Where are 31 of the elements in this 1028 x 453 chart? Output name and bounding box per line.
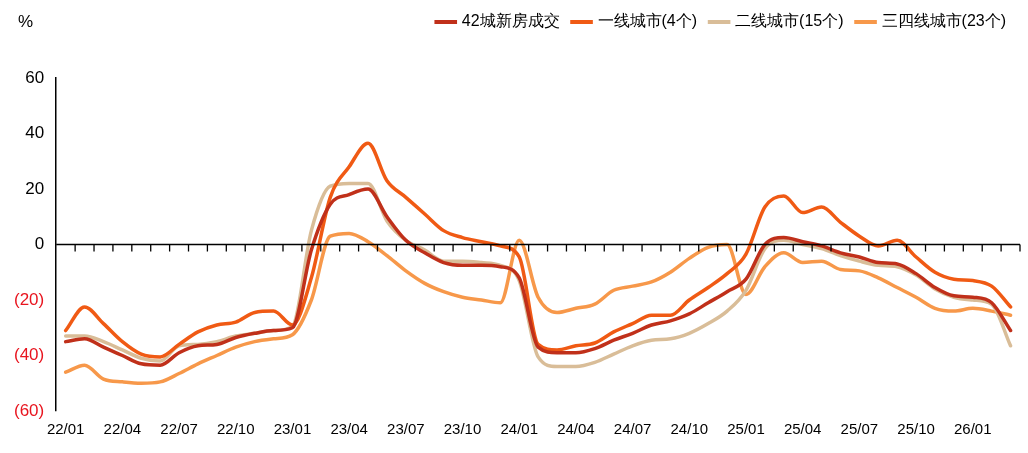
y-tick-label: 20 [25,178,45,198]
x-tick-label: 23/07 [387,420,425,438]
x-tick-label: 23/01 [273,420,312,438]
y-tick-label: 40 [25,123,45,143]
x-tick-label: 22/07 [160,420,198,438]
x-tick-label: 23/04 [330,420,368,438]
x-tick-label: 22/10 [216,420,255,438]
x-tick-label: 25/07 [840,420,879,438]
x-tick-label: 24/04 [557,420,595,438]
y-tick-label: 60 [25,67,45,87]
y-tick-label: (20) [14,289,45,309]
y-axis-title: % [18,12,34,32]
x-tick-label: 22/01 [46,420,85,438]
x-tick-label: 24/01 [500,420,538,438]
legend-label: 42城新房成交 [461,12,560,30]
x-tick-label: 26/01 [953,420,992,438]
x-tick-label: 25/04 [783,420,822,438]
legend-label: 一线城市(4个) [597,12,698,30]
line-series [63,141,1013,359]
x-tick-label: 23/10 [443,420,482,438]
x-tick-label: 24/10 [670,420,709,438]
y-tick-label: (60) [14,400,45,420]
x-tick-label: 25/01 [727,420,765,438]
x-tick-label: 22/04 [103,420,142,438]
y-tick-label: 0 [34,234,45,254]
line-series [63,231,1013,385]
x-tick-label: 25/10 [897,420,935,438]
x-tick-label: 24/07 [613,420,652,438]
legend-label: 三四线城市(23个) [881,12,1006,30]
legend-label: 二线城市(15个) [735,12,844,30]
y-tick-label: (40) [14,345,45,365]
